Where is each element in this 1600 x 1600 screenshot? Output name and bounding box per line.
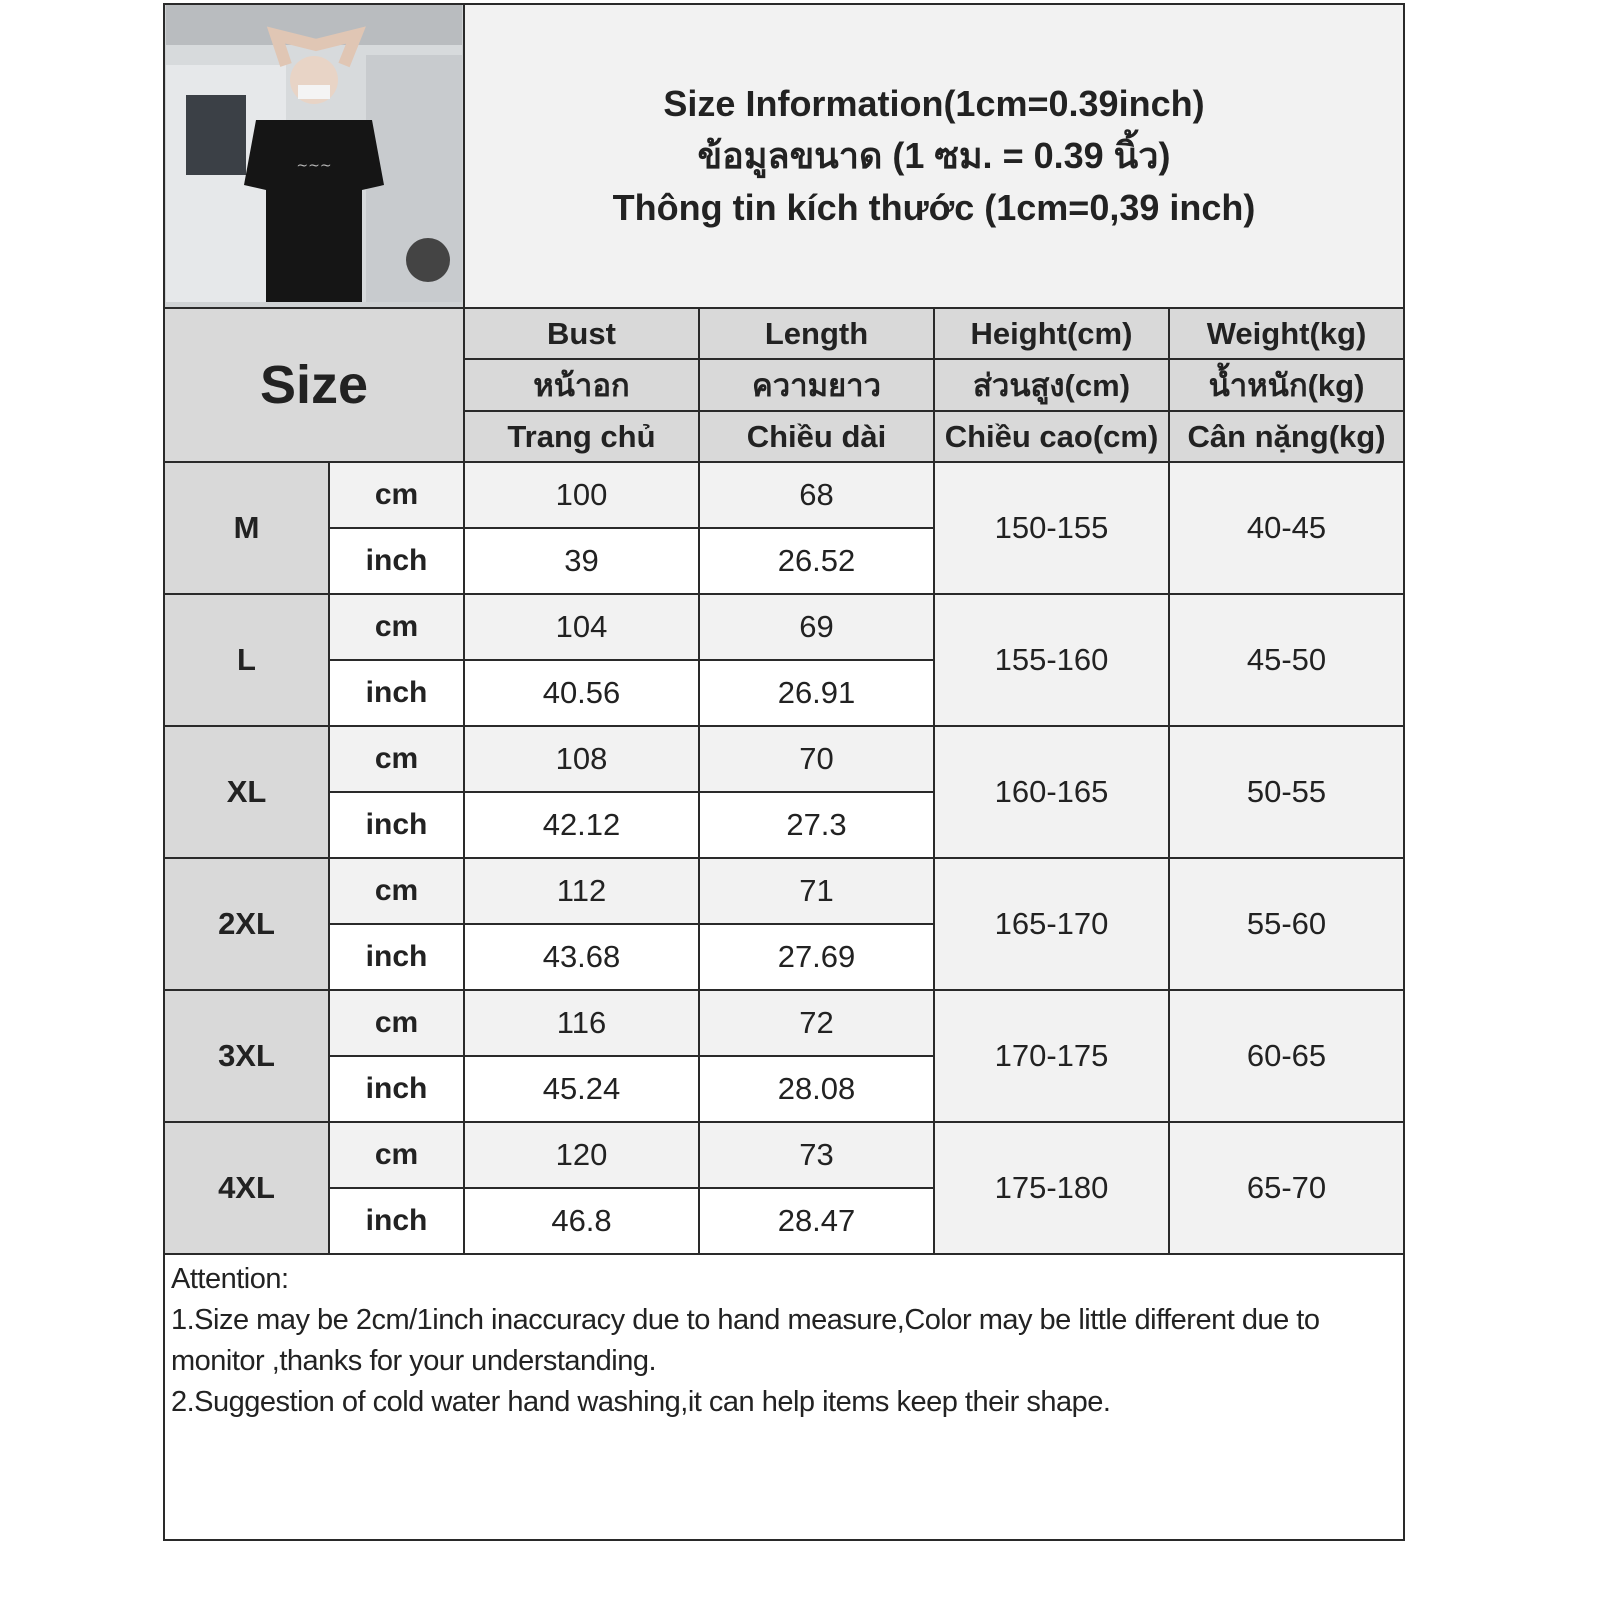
size-header: Size bbox=[163, 307, 465, 463]
size-label: 4XL bbox=[163, 1121, 330, 1255]
length-cm: 72 bbox=[698, 989, 935, 1057]
length-cm: 68 bbox=[698, 461, 935, 529]
unit-inch: inch bbox=[328, 791, 465, 859]
bust-inch: 39 bbox=[463, 527, 700, 595]
bust-cm: 116 bbox=[463, 989, 700, 1057]
column-header-th: หน้าอก bbox=[463, 358, 700, 412]
unit-cm: cm bbox=[328, 725, 465, 793]
size-row-cm: 2XL cm 112 71 165-170 55-60 bbox=[163, 857, 1406, 991]
unit-cm: cm bbox=[328, 989, 465, 1057]
size-row-inch: inch 46.8 28.47 bbox=[164, 1187, 1404, 1255]
height-range: 175-180 bbox=[933, 1121, 1170, 1255]
length-inch: 28.47 bbox=[698, 1187, 935, 1255]
length-cm: 73 bbox=[698, 1121, 935, 1189]
size-row-inch: inch 45.24 28.08 bbox=[164, 1055, 1404, 1123]
weight-range: 50-55 bbox=[1167, 725, 1406, 859]
unit-cm: cm bbox=[328, 593, 465, 661]
unit-cm: cm bbox=[328, 461, 465, 529]
attention-note: 2.Suggestion of cold water hand washing,… bbox=[171, 1386, 1111, 1418]
height-range: 160-165 bbox=[933, 725, 1170, 859]
weight-range: 45-50 bbox=[1167, 593, 1406, 727]
bust-inch: 43.68 bbox=[463, 923, 700, 991]
header-row-en: Size Bust Length Height(cm) Weight(kg) bbox=[163, 307, 1406, 463]
length-inch: 28.08 bbox=[698, 1055, 935, 1123]
bust-cm: 112 bbox=[463, 857, 700, 925]
length-inch: 26.52 bbox=[698, 527, 935, 595]
column-header-vi: Chiều cao(cm) bbox=[933, 410, 1170, 463]
height-range: 155-160 bbox=[933, 593, 1170, 727]
weight-range: 40-45 bbox=[1167, 461, 1406, 595]
svg-text:~~~: ~~~ bbox=[296, 158, 331, 174]
size-row-inch: inch 39 26.52 bbox=[164, 527, 1404, 595]
size-label: M bbox=[163, 461, 330, 595]
size-chart: ~~~ Size Information(1cm=0.39inch) ข้อมู… bbox=[162, 3, 1406, 1568]
unit-inch: inch bbox=[328, 527, 465, 595]
column-header-th: ส่วนสูง(cm) bbox=[933, 358, 1170, 412]
unit-inch: inch bbox=[328, 1055, 465, 1123]
header-row-th: หน้าอก ความยาว ส่วนสูง(cm) น้ำหนัก(kg) bbox=[164, 358, 1406, 412]
size-table: ~~~ Size Information(1cm=0.39inch) ข้อมู… bbox=[162, 3, 1406, 1541]
size-label: 3XL bbox=[163, 989, 330, 1123]
length-inch: 26.91 bbox=[698, 659, 935, 727]
attention-notes: Attention: 1.Size may be 2cm/1inch inaccu… bbox=[162, 1253, 1406, 1541]
bust-inch: 40.56 bbox=[463, 659, 700, 727]
unit-cm: cm bbox=[328, 1121, 465, 1189]
attention-note: 1.Size may be 2cm/1inch inaccuracy due t… bbox=[171, 1304, 1320, 1377]
bust-cm: 100 bbox=[463, 461, 700, 529]
size-label: L bbox=[163, 593, 330, 727]
size-row-cm: XL cm 108 70 160-165 50-55 bbox=[163, 725, 1406, 859]
bust-inch: 46.8 bbox=[463, 1187, 700, 1255]
length-cm: 70 bbox=[698, 725, 935, 793]
bust-cm: 108 bbox=[463, 725, 700, 793]
attention-heading: Attention: bbox=[171, 1263, 289, 1295]
unit-inch: inch bbox=[328, 1187, 465, 1255]
size-label: XL bbox=[163, 725, 330, 859]
unit-cm: cm bbox=[328, 857, 465, 925]
weight-range: 55-60 bbox=[1167, 857, 1406, 991]
height-range: 170-175 bbox=[933, 989, 1170, 1123]
column-header-th: ความยาว bbox=[698, 358, 935, 412]
title-line-th: ข้อมูลขนาด (1 ซม. = 0.39 นิ้ว) bbox=[697, 135, 1171, 176]
column-header-vi: Cân nặng(kg) bbox=[1167, 410, 1406, 463]
weight-range: 60-65 bbox=[1167, 989, 1406, 1123]
length-cm: 69 bbox=[698, 593, 935, 661]
size-row-inch: inch 42.12 27.3 bbox=[164, 791, 1404, 859]
height-range: 165-170 bbox=[933, 857, 1170, 991]
size-info-title: Size Information(1cm=0.39inch) ข้อมูลขนา… bbox=[462, 3, 1406, 309]
bust-cm: 104 bbox=[463, 593, 700, 661]
unit-inch: inch bbox=[328, 659, 465, 727]
length-inch: 27.3 bbox=[698, 791, 935, 859]
size-row-inch: inch 43.68 27.69 bbox=[164, 923, 1404, 991]
column-header-en: Length bbox=[698, 307, 935, 360]
model-photo-image: ~~~ bbox=[166, 6, 462, 302]
header-row-vi: Trang chủ Chiều dài Chiều cao(cm) Cân nặng(… bbox=[164, 410, 1406, 463]
bust-inch: 45.24 bbox=[463, 1055, 700, 1123]
unit-inch: inch bbox=[328, 923, 465, 991]
bust-cm: 120 bbox=[463, 1121, 700, 1189]
size-row-cm: 3XL cm 116 72 170-175 60-65 bbox=[163, 989, 1406, 1123]
size-row-cm: 4XL cm 120 73 175-180 65-70 bbox=[163, 1121, 1406, 1255]
height-range: 150-155 bbox=[933, 461, 1170, 595]
bust-inch: 42.12 bbox=[463, 791, 700, 859]
column-header-th: น้ำหนัก(kg) bbox=[1167, 358, 1406, 412]
product-photo: ~~~ bbox=[163, 3, 465, 309]
column-header-vi: Trang chủ bbox=[463, 410, 700, 463]
length-inch: 27.69 bbox=[698, 923, 935, 991]
weight-range: 65-70 bbox=[1167, 1121, 1406, 1255]
column-header-en: Bust bbox=[463, 307, 700, 360]
title-line-vi: Thông tin kích thước (1cm=0,39 inch) bbox=[612, 187, 1256, 228]
size-row-inch: inch 40.56 26.91 bbox=[164, 659, 1404, 727]
attention-row: Attention: 1.Size may be 2cm/1inch inaccu… bbox=[162, 1253, 1406, 1541]
column-header-en: Weight(kg) bbox=[1167, 307, 1406, 360]
column-header-en: Height(cm) bbox=[933, 307, 1170, 360]
title-line-en: Size Information(1cm=0.39inch) bbox=[663, 83, 1205, 124]
column-header-vi: Chiều dài bbox=[698, 410, 935, 463]
size-label: 2XL bbox=[163, 857, 330, 991]
length-cm: 71 bbox=[698, 857, 935, 925]
